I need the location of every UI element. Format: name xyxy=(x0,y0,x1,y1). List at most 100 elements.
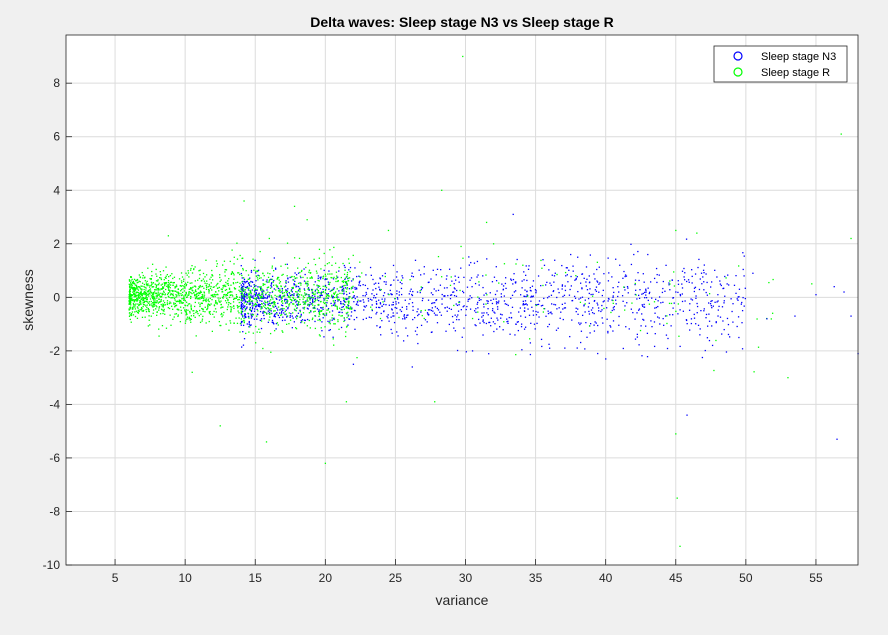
r-point xyxy=(152,294,154,296)
r-point xyxy=(770,318,772,320)
n3-point xyxy=(247,282,250,285)
r-point xyxy=(192,310,194,312)
n3-point xyxy=(284,302,287,304)
n3-point xyxy=(511,294,514,297)
n3-point xyxy=(347,305,349,307)
n3-point xyxy=(743,305,745,307)
r-point xyxy=(159,313,162,315)
r-point xyxy=(178,295,180,297)
n3-point xyxy=(530,296,532,298)
r-point xyxy=(359,261,361,263)
n3-point xyxy=(329,329,331,331)
n3-point xyxy=(455,318,458,321)
n3-point xyxy=(452,321,454,323)
n3-point xyxy=(645,288,647,290)
r-point xyxy=(193,285,196,287)
r-point xyxy=(477,311,479,313)
r-point xyxy=(168,275,170,278)
r-point xyxy=(165,277,167,279)
n3-point xyxy=(646,332,649,334)
r-point xyxy=(286,302,288,304)
n3-point xyxy=(556,296,558,299)
r-point xyxy=(215,285,217,287)
n3-point xyxy=(290,312,292,315)
r-point xyxy=(151,263,154,265)
n3-point xyxy=(717,309,719,311)
n3-point xyxy=(421,299,424,302)
n3-point xyxy=(551,313,553,315)
n3-point xyxy=(513,291,516,293)
n3-point xyxy=(456,316,458,318)
r-point xyxy=(197,292,199,294)
n3-point xyxy=(321,294,323,297)
n3-point xyxy=(294,309,296,311)
n3-point xyxy=(240,322,243,324)
n3-point xyxy=(547,312,550,315)
n3-point xyxy=(432,302,434,304)
r-point xyxy=(131,284,133,286)
n3-point xyxy=(295,274,298,276)
r-point xyxy=(289,296,291,299)
n3-point xyxy=(490,325,492,327)
n3-point xyxy=(456,304,459,307)
n3-point xyxy=(372,278,374,281)
r-point xyxy=(254,288,257,290)
r-point xyxy=(167,284,169,287)
r-point xyxy=(238,317,240,319)
r-point xyxy=(130,321,132,323)
n3-point xyxy=(551,274,553,276)
n3-point xyxy=(436,268,439,270)
n3-point xyxy=(643,303,645,306)
r-point xyxy=(168,286,170,288)
legend[interactable]: Sleep stage N3 Sleep stage R xyxy=(713,45,848,83)
n3-point xyxy=(483,312,485,314)
n3-point xyxy=(316,308,319,310)
r-point xyxy=(302,295,305,297)
r-point xyxy=(133,290,136,293)
r-point xyxy=(182,285,184,287)
n3-point xyxy=(548,269,550,271)
r-point xyxy=(165,275,167,277)
r-point xyxy=(233,322,235,324)
n3-point xyxy=(242,304,244,306)
n3-point xyxy=(249,277,251,279)
n3-point xyxy=(242,297,244,299)
n3-point xyxy=(581,273,583,275)
r-outlier-point xyxy=(387,229,390,232)
n3-point xyxy=(295,300,298,302)
r-point xyxy=(337,299,339,301)
r-point xyxy=(164,294,166,296)
r-point xyxy=(222,295,225,298)
r-point xyxy=(198,302,200,304)
r-point xyxy=(320,293,322,295)
r-point xyxy=(184,286,186,288)
n3-point xyxy=(369,266,372,269)
n3-point xyxy=(294,272,296,274)
n3-point xyxy=(672,297,675,299)
r-point xyxy=(230,272,233,275)
r-point xyxy=(196,295,198,297)
r-point xyxy=(296,294,298,296)
r-point xyxy=(269,316,271,318)
n3-point xyxy=(293,293,295,295)
n3-point xyxy=(420,289,423,291)
n3-point xyxy=(268,311,271,314)
n3-point xyxy=(612,287,614,289)
r-point xyxy=(346,316,348,319)
r-point xyxy=(170,293,172,295)
n3-point xyxy=(280,312,283,314)
n3-outlier-point xyxy=(833,286,835,288)
n3-point xyxy=(375,300,378,303)
r-point xyxy=(178,300,180,303)
n3-point xyxy=(283,312,285,314)
n3-point xyxy=(279,294,281,297)
n3-outlier-point xyxy=(766,318,768,320)
r-point xyxy=(151,283,153,285)
r-point xyxy=(150,291,152,294)
r-point xyxy=(167,292,170,294)
n3-point xyxy=(711,281,713,283)
r-point xyxy=(290,276,292,278)
r-point xyxy=(133,286,136,289)
n3-point xyxy=(244,305,246,307)
n3-point xyxy=(524,316,527,318)
